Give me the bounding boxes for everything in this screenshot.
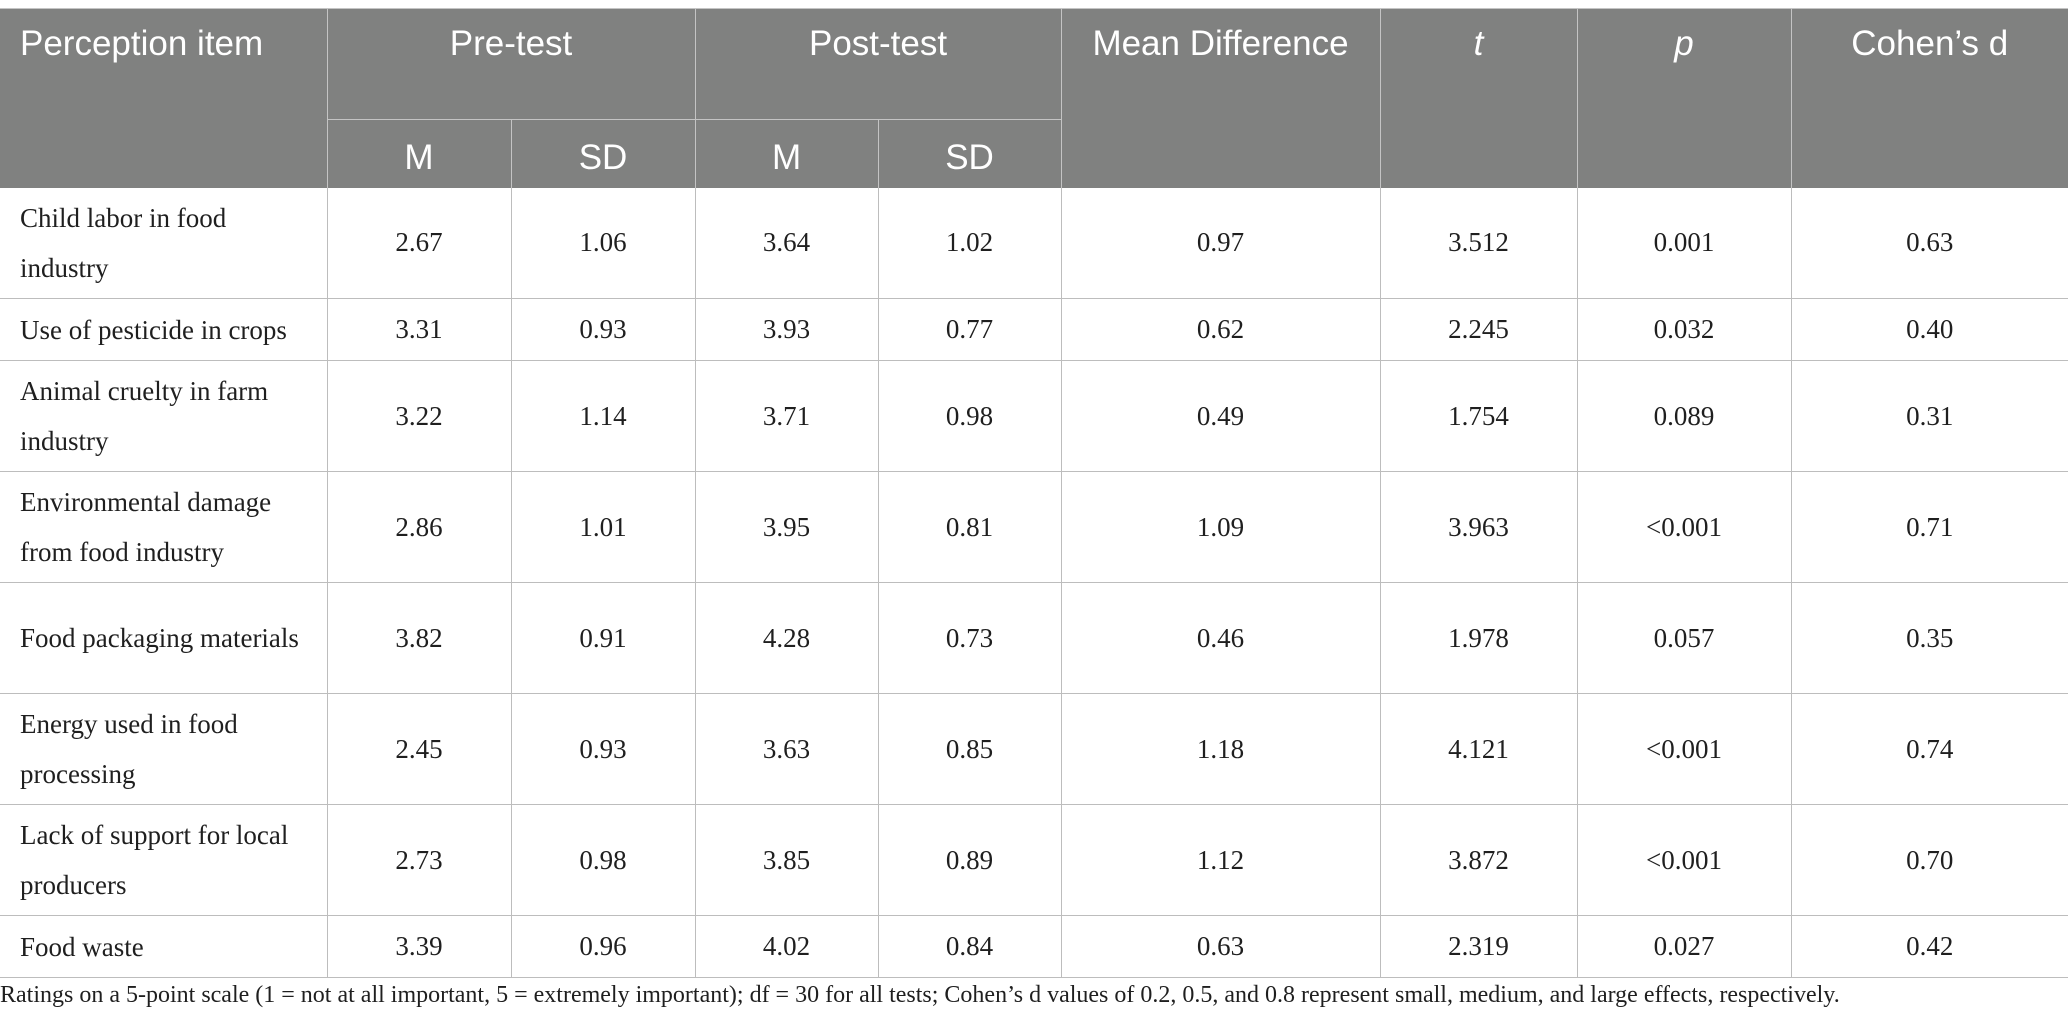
table-body: Child labor in food industry 2.67 1.06 3… [0,187,2068,978]
cohens-d-cell: 0.42 [1790,915,2068,978]
pre-sd-cell: 0.91 [510,582,696,694]
perception-item-cell: Lack of support for local producers [0,804,327,916]
post-m-cell: 3.93 [694,298,879,361]
post-sd-cell: 0.77 [877,298,1062,361]
pre-sd-cell: 1.01 [510,471,696,583]
header-t: t [1379,8,1578,188]
header-post-m: M [694,119,879,188]
p-cell: <0.001 [1576,693,1792,805]
table-footnote: Ratings on a 5-point scale (1 = not at a… [0,982,1840,1008]
pre-sd-cell: 0.98 [510,804,696,916]
header-perception-item: Perception item [0,8,327,188]
mean-difference-cell: 1.18 [1060,693,1381,805]
post-m-cell: 3.64 [694,187,879,299]
pre-m-cell: 2.86 [326,471,511,583]
table-row: Animal cruelty in farm industry 3.22 1.1… [0,360,2068,472]
pre-sd-cell: 0.93 [510,693,696,805]
perception-item-cell: Food waste [0,915,327,978]
pre-m-cell: 2.45 [326,693,511,805]
mean-difference-cell: 0.46 [1060,582,1381,694]
perception-item-cell: Child labor in food industry [0,187,327,299]
post-sd-cell: 0.73 [877,582,1062,694]
perception-item-cell: Food packaging materials [0,582,327,694]
mean-difference-cell: 0.97 [1060,187,1381,299]
table-row: Use of pesticide in crops 3.31 0.93 3.93… [0,298,2068,361]
cohens-d-cell: 0.74 [1790,693,2068,805]
perception-item-cell: Use of pesticide in crops [0,298,327,361]
cohens-d-cell: 0.31 [1790,360,2068,472]
post-m-cell: 3.71 [694,360,879,472]
pre-sd-cell: 1.06 [510,187,696,299]
post-m-cell: 3.95 [694,471,879,583]
pre-sd-cell: 0.96 [510,915,696,978]
pre-m-cell: 3.22 [326,360,511,472]
header-pre-test: Pre-test [326,8,696,120]
p-cell: 0.027 [1576,915,1792,978]
table-row: Environmental damage from food industry … [0,471,2068,583]
results-table: Perception item Pre-test Post-test Mean … [0,8,2068,978]
pre-m-cell: 2.73 [326,804,511,916]
table-row: Food packaging materials 3.82 0.91 4.28 … [0,582,2068,694]
p-cell: 0.089 [1576,360,1792,472]
cohens-d-cell: 0.40 [1790,298,2068,361]
post-sd-cell: 0.89 [877,804,1062,916]
header-pre-sd: SD [510,119,696,188]
post-m-cell: 4.28 [694,582,879,694]
header-row-top: Perception item Pre-test Post-test Mean … [0,8,2068,188]
table-row: Lack of support for local producers 2.73… [0,804,2068,916]
pre-m-cell: 3.31 [326,298,511,361]
table-row: Child labor in food industry 2.67 1.06 3… [0,187,2068,299]
pre-sd-cell: 0.93 [510,298,696,361]
p-cell: <0.001 [1576,804,1792,916]
t-cell: 1.978 [1379,582,1578,694]
mean-difference-cell: 1.09 [1060,471,1381,583]
cohens-d-cell: 0.70 [1790,804,2068,916]
results-table-container: Perception item Pre-test Post-test Mean … [0,8,2068,978]
pre-m-cell: 2.67 [326,187,511,299]
table-row: Energy used in food processing 2.45 0.93… [0,693,2068,805]
post-sd-cell: 1.02 [877,187,1062,299]
header-pre-m: M [326,119,511,188]
header-p: p [1576,8,1792,188]
header-post-sd: SD [877,119,1062,188]
post-m-cell: 3.85 [694,804,879,916]
p-cell: <0.001 [1576,471,1792,583]
post-sd-cell: 0.98 [877,360,1062,472]
t-cell: 3.512 [1379,187,1578,299]
mean-difference-cell: 1.12 [1060,804,1381,916]
mean-difference-cell: 0.62 [1060,298,1381,361]
table-header: Perception item Pre-test Post-test Mean … [0,8,2068,188]
header-mean-difference: Mean Difference [1060,8,1381,188]
t-cell: 2.319 [1379,915,1578,978]
post-sd-cell: 0.84 [877,915,1062,978]
header-cohens-d: Cohen’s d [1790,8,2068,188]
t-cell: 2.245 [1379,298,1578,361]
p-cell: 0.057 [1576,582,1792,694]
header-post-test: Post-test [694,8,1062,120]
t-cell: 3.872 [1379,804,1578,916]
perception-item-cell: Energy used in food processing [0,693,327,805]
mean-difference-cell: 0.49 [1060,360,1381,472]
header-row-sub: M SD M SD [0,119,2068,188]
pre-sd-cell: 1.14 [510,360,696,472]
cohens-d-cell: 0.63 [1790,187,2068,299]
pre-m-cell: 3.39 [326,915,511,978]
t-cell: 1.754 [1379,360,1578,472]
post-sd-cell: 0.81 [877,471,1062,583]
post-sd-cell: 0.85 [877,693,1062,805]
p-cell: 0.001 [1576,187,1792,299]
perception-item-cell: Animal cruelty in farm industry [0,360,327,472]
pre-m-cell: 3.82 [326,582,511,694]
cohens-d-cell: 0.35 [1790,582,2068,694]
post-m-cell: 4.02 [694,915,879,978]
t-cell: 3.963 [1379,471,1578,583]
p-cell: 0.032 [1576,298,1792,361]
t-cell: 4.121 [1379,693,1578,805]
cohens-d-cell: 0.71 [1790,471,2068,583]
table-row: Food waste 3.39 0.96 4.02 0.84 0.63 2.31… [0,915,2068,978]
perception-item-cell: Environmental damage from food industry [0,471,327,583]
post-m-cell: 3.63 [694,693,879,805]
mean-difference-cell: 0.63 [1060,915,1381,978]
